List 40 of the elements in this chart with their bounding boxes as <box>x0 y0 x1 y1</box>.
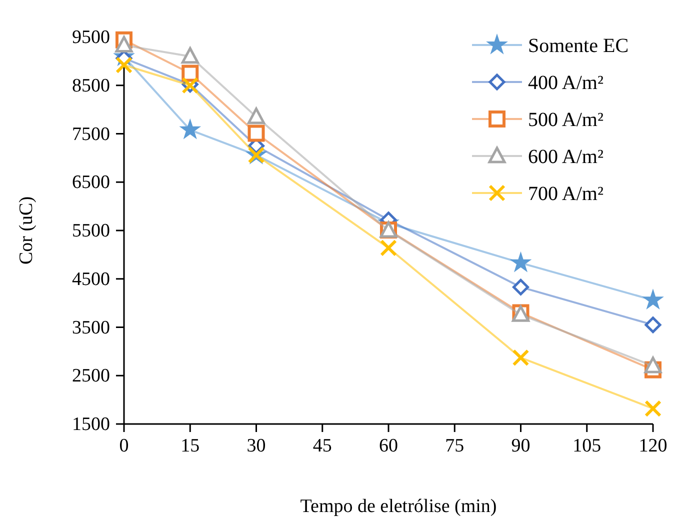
y-tick-label: 7500 <box>72 124 110 145</box>
x-tick-label: 75 <box>445 435 464 456</box>
legend-label: 600 A/m² <box>528 146 604 168</box>
legend-label: 700 A/m² <box>528 183 604 205</box>
point <box>248 108 265 124</box>
point <box>116 56 132 74</box>
x-tick-label: 30 <box>246 435 266 456</box>
x-axis-title: Tempo de eletrólise (min) <box>300 496 497 517</box>
point <box>644 356 662 374</box>
y-tick-label: 3500 <box>72 317 110 338</box>
point <box>115 36 133 52</box>
y-tick-label: 6500 <box>72 172 110 194</box>
point <box>512 278 529 296</box>
point <box>510 252 531 272</box>
point <box>644 316 662 334</box>
y-tick-label: 1500 <box>72 414 110 436</box>
y-tick-label: 8500 <box>72 75 110 96</box>
point <box>512 349 530 366</box>
x-tick-label: 45 <box>312 435 332 456</box>
point <box>182 64 199 82</box>
x-tick-label: 105 <box>572 435 602 456</box>
y-axis-title: Cor (uC) <box>16 196 37 265</box>
point <box>181 47 199 64</box>
point <box>644 400 662 418</box>
legend-label: 400 A/m² <box>528 72 604 94</box>
legend-label: Somente EC <box>528 35 629 57</box>
legend-label: 500 A/m² <box>528 109 604 131</box>
x-tick-label: 90 <box>511 435 530 456</box>
x-tick-label: 15 <box>180 435 200 456</box>
x-tick-label: 60 <box>379 435 398 456</box>
y-tick-label: 9500 <box>72 27 110 48</box>
point <box>180 119 200 138</box>
x-tick-label: 0 <box>119 435 129 456</box>
y-tick-label: 4500 <box>72 268 110 290</box>
point <box>643 290 663 309</box>
point <box>248 124 265 142</box>
point <box>380 239 397 256</box>
y-tick-label: 2500 <box>72 366 110 387</box>
y-tick-label: 5500 <box>72 220 110 242</box>
x-tick-label: 120 <box>638 435 668 456</box>
